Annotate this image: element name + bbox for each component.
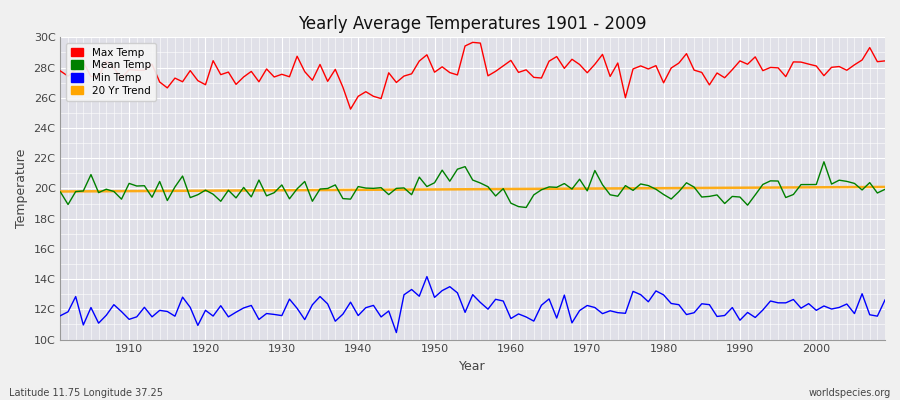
Text: worldspecies.org: worldspecies.org	[809, 388, 891, 398]
X-axis label: Year: Year	[459, 360, 486, 373]
Text: Latitude 11.75 Longitude 37.25: Latitude 11.75 Longitude 37.25	[9, 388, 163, 398]
Title: Yearly Average Temperatures 1901 - 2009: Yearly Average Temperatures 1901 - 2009	[299, 15, 647, 33]
Y-axis label: Temperature: Temperature	[15, 149, 28, 228]
Legend: Max Temp, Mean Temp, Min Temp, 20 Yr Trend: Max Temp, Mean Temp, Min Temp, 20 Yr Tre…	[66, 42, 156, 101]
